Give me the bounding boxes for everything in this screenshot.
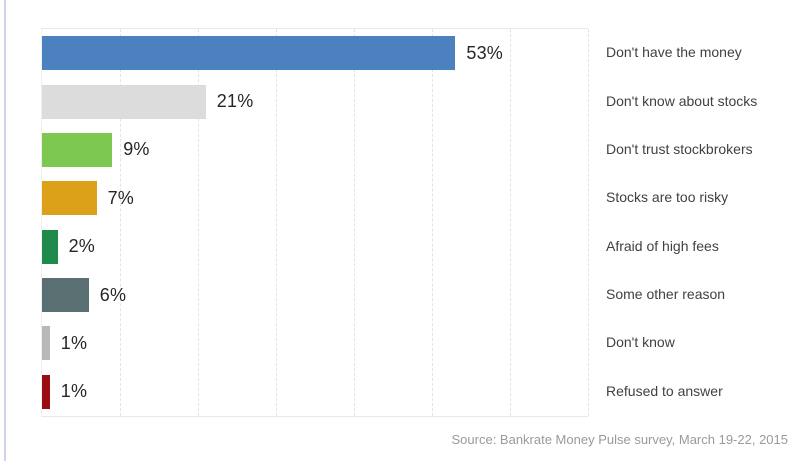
bar-row: 1% xyxy=(42,368,588,416)
category-label-row: Afraid of high fees xyxy=(606,222,796,270)
category-label: Don't trust stockbrokers xyxy=(606,140,753,157)
bar-segment[interactable] xyxy=(42,326,50,361)
category-label-row: Refused to answer xyxy=(606,367,796,415)
category-labels-column: Don't have the money Don't know about sto… xyxy=(606,28,796,415)
category-label-row: Stocks are too risky xyxy=(606,173,796,221)
category-label: Stocks are too risky xyxy=(606,189,729,206)
value-label: 1% xyxy=(60,381,88,402)
gridline-50pct xyxy=(432,29,433,416)
category-label: Some other reason xyxy=(606,286,726,303)
bar-row: 21% xyxy=(42,77,588,125)
value-label: 2% xyxy=(68,236,96,257)
bar-row: 1% xyxy=(42,319,588,367)
gridline-40pct xyxy=(354,29,355,416)
value-label: 7% xyxy=(107,187,135,208)
category-label-row: Don't trust stockbrokers xyxy=(606,125,796,173)
category-label: Refused to answer xyxy=(606,382,723,399)
category-label-row: Don't know about stocks xyxy=(606,76,796,124)
category-label: Don't know xyxy=(606,334,675,351)
category-label-row: Don't know xyxy=(606,318,796,366)
bar-segment[interactable] xyxy=(42,229,58,264)
bar-segment[interactable] xyxy=(42,278,89,313)
left-border-line xyxy=(4,0,6,461)
category-label: Don't know about stocks xyxy=(606,92,758,109)
value-label: 9% xyxy=(123,139,150,160)
gridline-20pct xyxy=(198,29,199,416)
bar-row: 53% xyxy=(42,29,588,77)
source-note: Source: Bankrate Money Pulse survey, Mar… xyxy=(451,432,789,447)
value-label: 6% xyxy=(99,284,127,305)
category-label: Don't have the money xyxy=(606,44,742,61)
category-label-row: Don't have the money xyxy=(606,28,796,76)
gridline-10pct xyxy=(120,29,121,416)
bar-segment[interactable] xyxy=(42,84,206,119)
bar-segment[interactable] xyxy=(42,181,97,216)
gridline-70pct xyxy=(588,29,589,416)
gridline-30pct xyxy=(276,29,277,416)
plot-area: 53% 21% 9% 7% 2% 6% 1% 1% xyxy=(41,28,589,417)
gridline-60pct xyxy=(510,29,511,416)
bar-row: 6% xyxy=(42,271,588,319)
bar-row: 2% xyxy=(42,223,588,271)
bar-segment[interactable] xyxy=(42,36,456,71)
category-label: Afraid of high fees xyxy=(606,237,719,254)
bar-row: 9% xyxy=(42,126,588,174)
value-label: 53% xyxy=(466,42,504,63)
category-label-row: Some other reason xyxy=(606,270,796,318)
bar-row: 7% xyxy=(42,174,588,222)
bar-segment[interactable] xyxy=(42,132,113,167)
value-label: 21% xyxy=(216,91,254,112)
bar-segment[interactable] xyxy=(42,374,50,409)
value-label: 1% xyxy=(60,332,88,353)
